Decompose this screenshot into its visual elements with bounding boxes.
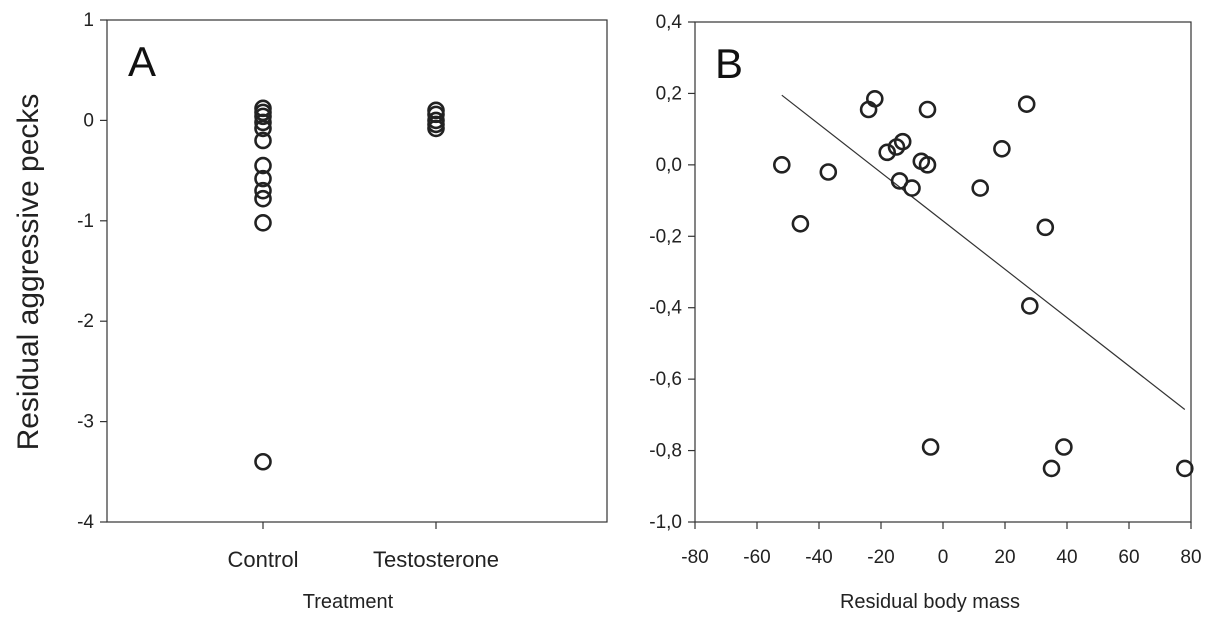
panel-b-data-point	[993, 139, 1011, 158]
panel-a-plot-frame	[106, 19, 608, 523]
panel-a-data-point	[254, 189, 272, 208]
panel-a-y-tick-label: -3	[77, 412, 94, 433]
panel-a-y-tick-label: -2	[77, 311, 94, 332]
panel-b-data-point	[819, 163, 838, 181]
panel-b-data-point	[1176, 459, 1194, 478]
panel-a-y-tick-label: -4	[77, 512, 94, 533]
panel-b-data-point	[1021, 297, 1039, 315]
panel-b-plot-frame	[694, 21, 1192, 523]
panel-b-y-tick-label: -0,8	[649, 441, 682, 462]
panel-b-x-tick-label: -20	[867, 547, 894, 568]
panel-a-data-point	[254, 131, 272, 150]
panel-b-data-point	[865, 89, 884, 108]
panel-b-data-point	[918, 100, 937, 119]
panel-a-data-point	[254, 119, 272, 138]
panel-a-data-point	[254, 113, 272, 132]
panel-a-y-axis-title: Residual aggressive pecks	[12, 94, 45, 451]
panel-a-x-axis-title: Treatment	[303, 591, 394, 613]
panel-a: A 1 0 -1 -2 -3 -4 Control Testosterone Treatme…	[77, 10, 608, 613]
panel-b-data-point	[903, 179, 921, 197]
panel-b-data-point	[918, 156, 937, 174]
panel-a-category-label: Control	[228, 547, 299, 572]
panel-b-data-point	[791, 214, 810, 233]
panel-b-y-tick-label: -0,4	[649, 298, 682, 319]
panel-b-data-point	[1017, 95, 1036, 113]
panel-b: B 0,4 0,2 0,0 -0,2 -0,4 -0,6 -0,8 -1,0 -80 -60 -4…	[649, 12, 1201, 613]
panel-b-data-point	[921, 438, 940, 456]
panel-b-x-tick-label: 60	[1118, 547, 1139, 568]
panel-a-data-point	[427, 119, 445, 138]
panel-a-y-tick-label: 1	[83, 10, 94, 31]
panel-a-y-tick-label: 0	[83, 110, 94, 131]
panel-b-y-tick-label: 0,0	[656, 155, 682, 176]
panel-b-x-tick-label: 20	[994, 547, 1015, 568]
panel-b-y-tick-label: -0,6	[649, 369, 682, 390]
panel-b-data-point	[893, 132, 912, 151]
panel-b-data-point	[772, 156, 791, 174]
panel-a-data-point	[254, 107, 272, 126]
panel-b-y-tick-label: -0,2	[649, 226, 682, 247]
panel-a-data-point	[254, 452, 272, 471]
panel-a-category-label: Testosterone	[373, 547, 499, 572]
panel-b-y-tick-label: 0,2	[656, 83, 682, 104]
panel-b-y-tick-label: 0,4	[656, 12, 683, 33]
panel-a-data-point	[254, 181, 272, 200]
panel-a-letter: A	[128, 38, 156, 85]
panel-b-y-tick-label: -1,0	[649, 512, 682, 533]
panel-a-y-tick-label: -1	[77, 211, 94, 232]
panel-a-data-point	[254, 214, 272, 232]
panel-b-x-tick-label: -80	[681, 547, 708, 568]
panel-b-data-point	[1036, 218, 1055, 237]
panel-a-data-point	[254, 156, 272, 175]
panel-b-data-point	[971, 179, 990, 197]
panel-b-x-tick-label: 40	[1056, 547, 1077, 568]
panel-b-regression-line	[781, 94, 1186, 410]
panel-b-x-tick-label: -60	[743, 547, 770, 568]
panel-b-x-tick-label: 80	[1180, 547, 1201, 568]
panel-b-x-axis-title: Residual body mass	[840, 591, 1020, 613]
panel-b-letter: B	[715, 40, 743, 87]
panel-a-data-point	[254, 169, 272, 188]
panel-b-x-tick-label: -40	[805, 547, 832, 568]
panel-b-data-point	[1042, 459, 1061, 478]
panel-b-data-point	[878, 143, 897, 162]
panel-b-data-point	[1055, 438, 1073, 456]
panel-b-x-tick-label: 0	[938, 547, 949, 568]
